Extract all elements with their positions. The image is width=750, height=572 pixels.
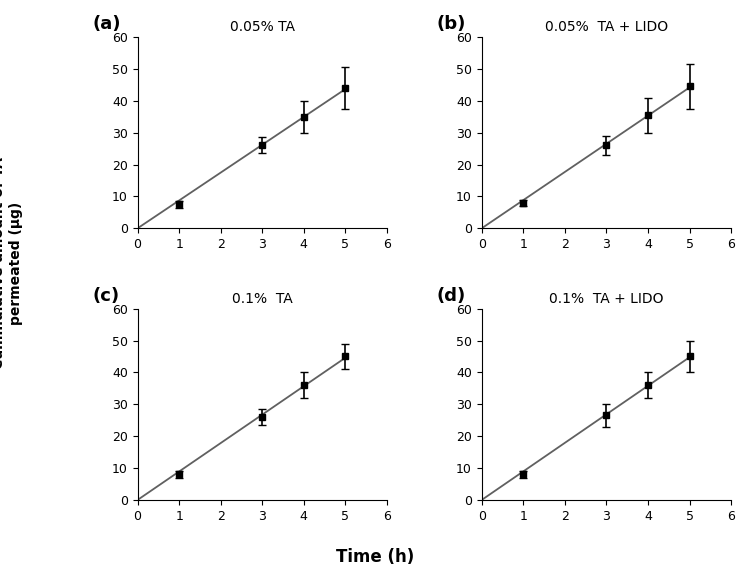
Text: (d): (d) (436, 287, 466, 305)
Text: (b): (b) (436, 15, 466, 33)
Text: Cummulative amount of TA
permeated (μg): Cummulative amount of TA permeated (μg) (0, 157, 22, 369)
Text: (c): (c) (93, 287, 120, 305)
Text: Time (h): Time (h) (336, 549, 414, 566)
Title: 0.1%  TA: 0.1% TA (232, 292, 292, 306)
Title: 0.05%  TA + LIDO: 0.05% TA + LIDO (544, 21, 668, 34)
Title: 0.05% TA: 0.05% TA (230, 21, 295, 34)
Title: 0.1%  TA + LIDO: 0.1% TA + LIDO (549, 292, 664, 306)
Text: (a): (a) (93, 15, 122, 33)
